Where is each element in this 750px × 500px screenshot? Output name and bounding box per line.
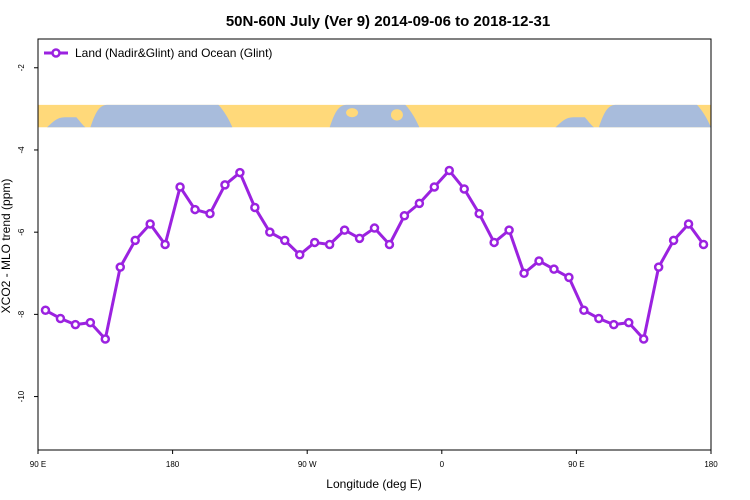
- data-point: [429, 182, 440, 192]
- data-point: [294, 250, 305, 260]
- data-point: [623, 317, 634, 328]
- data-point: [145, 219, 155, 229]
- data-point: [594, 313, 604, 324]
- x-axis: 90 E 180 90 W 0 90 E 180: [30, 450, 718, 469]
- world-map-strip: [38, 104, 711, 128]
- map-ocean-atlantic: [329, 104, 420, 128]
- series-line: [44, 169, 705, 341]
- data-point: [653, 262, 664, 272]
- data-point: [384, 239, 395, 250]
- data-point: [504, 225, 514, 235]
- x-tick-label: 90 W: [298, 460, 317, 469]
- y-tick-label: -2: [17, 64, 26, 72]
- y-axis: -2 -4 -6 -8 -10: [17, 64, 38, 402]
- x-tick-label: 180: [166, 460, 180, 469]
- data-point: [549, 264, 559, 274]
- data-point: [190, 204, 200, 215]
- data-point: [564, 272, 574, 283]
- y-tick-label: -10: [17, 390, 26, 402]
- data-point: [579, 305, 589, 316]
- map-ocean-okhotsk: [46, 117, 91, 128]
- series-layer: [40, 165, 709, 344]
- data-point: [85, 317, 96, 328]
- map-ocean-pacific: [90, 104, 233, 128]
- data-point: [100, 334, 111, 344]
- data-point: [414, 198, 425, 209]
- data-point: [668, 235, 679, 246]
- x-tick-label: 90 E: [30, 460, 46, 469]
- data-point: [474, 208, 484, 219]
- data-point: [519, 268, 529, 279]
- data-point: [324, 239, 335, 250]
- x-tick-label: 180: [704, 460, 718, 469]
- data-point: [444, 165, 455, 176]
- chart-title: 50N-60N July (Ver 9) 2014-09-06 to 2018-…: [226, 13, 550, 30]
- data-point: [489, 237, 499, 248]
- y-tick-label: -8: [17, 310, 26, 318]
- y-tick-label: -4: [17, 146, 26, 154]
- map-ocean-okhotsk-repeat: [555, 117, 599, 128]
- legend-label: Land (Nadir&Glint) and Ocean (Glint): [75, 46, 272, 60]
- map-land-island-3: [390, 109, 403, 121]
- data-point: [235, 167, 245, 178]
- y-tick-label: -6: [17, 228, 26, 236]
- data-point: [399, 210, 410, 221]
- data-point: [220, 180, 230, 190]
- x-axis-label: Longitude (deg E): [326, 477, 421, 491]
- data-point: [280, 235, 290, 246]
- data-point: [459, 184, 469, 194]
- data-point: [160, 239, 170, 250]
- data-point: [130, 235, 140, 246]
- map-land-bay-1: [298, 107, 311, 119]
- data-point: [698, 239, 709, 250]
- map-land-island-2: [346, 108, 359, 118]
- data-point: [40, 305, 51, 316]
- data-point: [609, 319, 619, 330]
- data-point: [638, 334, 649, 344]
- data-point: [265, 227, 275, 237]
- legend-marker-symbol: [51, 48, 61, 58]
- data-point: [354, 233, 365, 244]
- data-point: [534, 256, 544, 266]
- legend: Land (Nadir&Glint) and Ocean (Glint): [44, 46, 272, 60]
- data-point: [369, 223, 380, 233]
- data-point: [205, 208, 215, 219]
- plot-frame: [37, 38, 712, 451]
- data-point: [55, 313, 66, 324]
- x-tick-label: 90 E: [568, 460, 584, 469]
- data-point: [70, 319, 81, 330]
- data-point: [339, 225, 350, 235]
- y-axis-label: XCO2 - MLO trend (ppm): [0, 179, 13, 314]
- map-land-island-1: [256, 112, 269, 121]
- data-point: [175, 182, 185, 192]
- x-tick-label: 0: [440, 460, 445, 469]
- data-point: [683, 219, 694, 229]
- data-point: [115, 262, 126, 272]
- map-ocean-pacific-repeat: [598, 104, 711, 128]
- data-point: [309, 237, 320, 248]
- data-point: [250, 202, 260, 213]
